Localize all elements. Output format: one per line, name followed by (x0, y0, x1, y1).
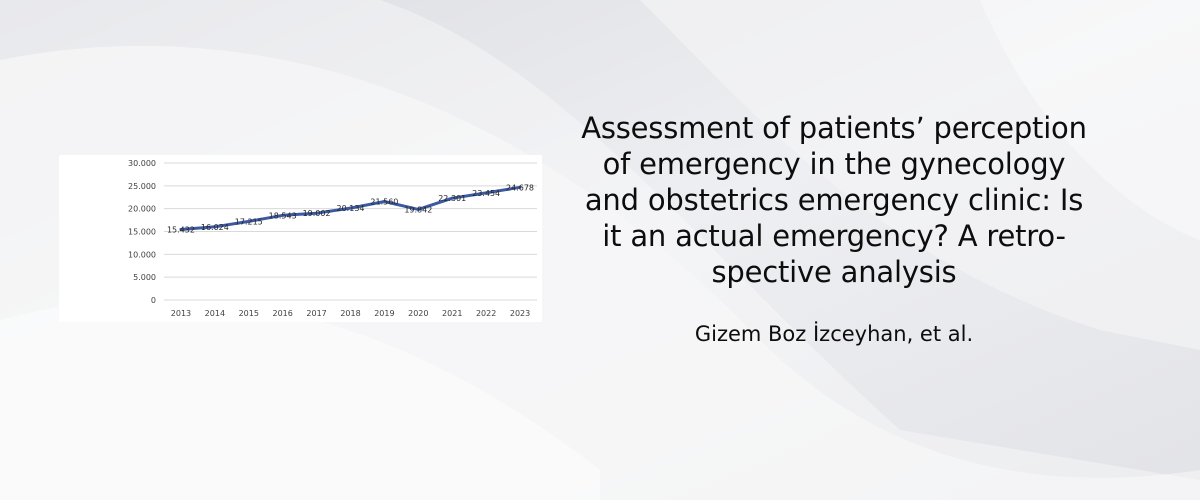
data-label: 17.215 (235, 217, 263, 226)
data-label: 24.678 (506, 183, 534, 192)
article-title: Assessment of patients’ perception of eme… (556, 110, 1112, 290)
data-label: 21.560 (370, 198, 398, 207)
data-label: 16.024 (201, 223, 229, 232)
data-label: 18.543 (269, 211, 297, 220)
y-tick-label: 20.000 (128, 205, 156, 214)
data-point (382, 200, 386, 204)
data-label: 19.002 (303, 209, 331, 218)
x-tick-label: 2019 (374, 309, 394, 318)
data-point (450, 196, 454, 200)
data-point (213, 225, 217, 229)
x-tick-label: 2023 (510, 309, 530, 318)
data-label: 22.301 (438, 194, 466, 203)
x-tick-label: 2014 (205, 309, 225, 318)
data-label: 23.454 (472, 189, 500, 198)
article-title-line: it an actual emergency? A retro- (602, 219, 1066, 253)
x-tick-label: 2020 (408, 309, 428, 318)
x-tick-label: 2017 (306, 309, 326, 318)
data-point (349, 206, 352, 210)
chart-svg: 0 5.000 10.000 15.000 20.000 25.000 30.000 2013… (128, 159, 537, 318)
data-point (484, 191, 488, 195)
data-point (416, 207, 420, 211)
data-point (518, 185, 522, 189)
article-title-line: Assessment of patients’ perception (581, 111, 1087, 145)
y-tick-label: 0 (151, 296, 156, 305)
data-point (247, 219, 251, 223)
article-title-line: spective analysis (711, 255, 957, 289)
x-tick-label: 2013 (171, 309, 191, 318)
data-point (281, 213, 285, 217)
article-title-line: of emergency in the gynecology (602, 147, 1066, 181)
data-label: 19.842 (404, 205, 432, 214)
y-tick-label: 10.000 (128, 250, 156, 259)
data-label: 20.134 (337, 204, 365, 213)
line-chart: 0 5.000 10.000 15.000 20.000 25.000 30.000 2013… (59, 155, 542, 322)
article-info: Assessment of patients’ perception of eme… (556, 110, 1112, 347)
x-tick-label: 2015 (239, 309, 259, 318)
y-tick-label: 25.000 (128, 182, 156, 191)
y-tick-label: 5.000 (133, 273, 156, 282)
x-tick-label: 2016 (273, 309, 293, 318)
data-label: 15.432 (167, 226, 195, 235)
y-tick-label: 15.000 (128, 228, 156, 237)
x-tick-label: 2021 (442, 309, 462, 318)
data-point (315, 211, 319, 215)
x-tick-label: 2022 (476, 309, 496, 318)
data-point (179, 228, 183, 232)
article-title-line: and obstetrics emergency clinic: Is (584, 183, 1084, 217)
x-tick-label: 2018 (340, 309, 360, 318)
article-authors: Gizem Boz İzceyhan, et al. (694, 322, 974, 346)
y-tick-label: 30.000 (128, 159, 156, 168)
